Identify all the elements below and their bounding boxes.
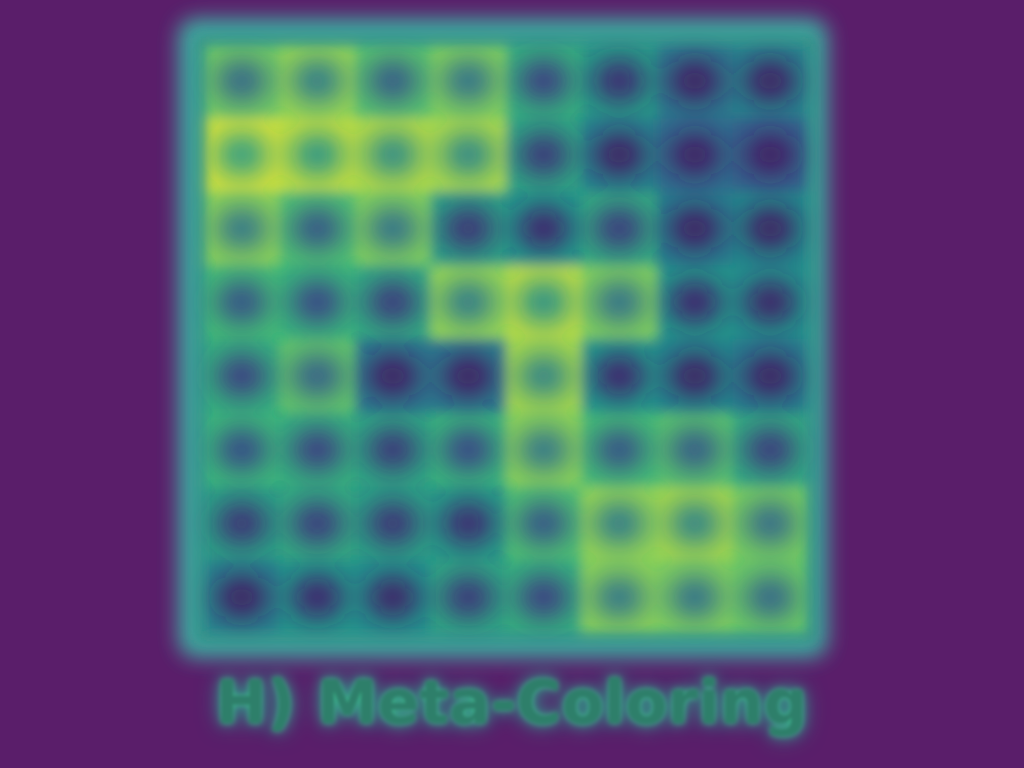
heatmap-cell-core — [669, 60, 721, 102]
heatmap-cell-core — [744, 207, 796, 250]
heatmap-cell-core — [442, 428, 494, 471]
heatmap-cell-core — [669, 576, 721, 618]
heatmap-cell-core — [442, 207, 494, 250]
heatmap-cell-core — [669, 355, 721, 397]
heatmap-cell-core — [367, 133, 419, 176]
heatmap-cell-core — [669, 207, 721, 250]
heatmap-cell-core — [518, 60, 570, 102]
heatmap-cell-core — [216, 133, 268, 176]
heatmap-cell-core — [744, 60, 796, 102]
heatmap-cell-core — [518, 428, 570, 471]
heatmap-cell-core — [367, 428, 419, 471]
heatmap-cell-core — [518, 207, 570, 250]
heatmap-cell-core — [291, 576, 343, 618]
heatmap-cell-core — [291, 502, 343, 545]
heatmap-cell-core — [518, 281, 570, 323]
heatmap-cell-core — [216, 502, 268, 545]
heatmap-cell-core — [744, 428, 796, 471]
heatmap-cell-core — [367, 502, 419, 545]
heatmap-cell-core — [669, 428, 721, 471]
heatmap-cell-core — [367, 576, 419, 618]
heatmap-cell-core — [291, 60, 343, 102]
panel-frame — [198, 38, 814, 640]
heatmap-cell-core — [367, 281, 419, 323]
heatmap-cell-core — [367, 355, 419, 397]
heatmap-cell-core — [744, 133, 796, 176]
heatmap-cell-core — [518, 355, 570, 397]
heatmap-cell-core — [744, 281, 796, 323]
heatmap-cell-core — [593, 428, 645, 471]
heatmap-cell-core — [216, 355, 268, 397]
heatmap-cell-core — [442, 576, 494, 618]
heatmap-cell-core — [442, 502, 494, 545]
heatmap-cell-core — [367, 60, 419, 102]
heatmap-cell-core — [442, 355, 494, 397]
heatmap-cell-core — [442, 60, 494, 102]
heatmap-cell-core — [593, 355, 645, 397]
heatmap-cell-core — [518, 133, 570, 176]
heatmap-cell-core — [291, 133, 343, 176]
heatmap-cell-core — [291, 428, 343, 471]
heatmap-cell-core — [216, 576, 268, 618]
heatmap-cell-core — [367, 207, 419, 250]
heatmap-cell-core — [593, 133, 645, 176]
heatmap-cell-core — [669, 133, 721, 176]
figure-caption: H) Meta-Coloring — [216, 668, 808, 738]
heatmap-cell-core — [216, 207, 268, 250]
heatmap-cell-core — [291, 207, 343, 250]
heatmap-cell-core — [216, 428, 268, 471]
heatmap-cell-core — [216, 60, 268, 102]
heatmap-cell-core — [518, 576, 570, 618]
heatmap-cell-core — [442, 281, 494, 323]
heatmap-cell-core — [744, 502, 796, 545]
heatmap-cell-core — [744, 355, 796, 397]
heatmap-cell-core — [216, 281, 268, 323]
heatmap-cell-core — [669, 502, 721, 545]
heatmap-cells — [204, 44, 808, 634]
heatmap-cell-core — [593, 207, 645, 250]
heatmap-blobs — [216, 60, 796, 618]
heatmap-cell-core — [669, 281, 721, 323]
heatmap-cell-core — [593, 502, 645, 545]
heatmap-cell-core — [291, 281, 343, 323]
heatmap-cell-core — [593, 281, 645, 323]
heatmap-cell-core — [593, 576, 645, 618]
heatmap-cell-core — [518, 502, 570, 545]
heatmap-cell-core — [744, 576, 796, 618]
heatmap-cell-core — [291, 355, 343, 397]
heatmap-cell-core — [442, 133, 494, 176]
heatmap-cell-core — [593, 60, 645, 102]
